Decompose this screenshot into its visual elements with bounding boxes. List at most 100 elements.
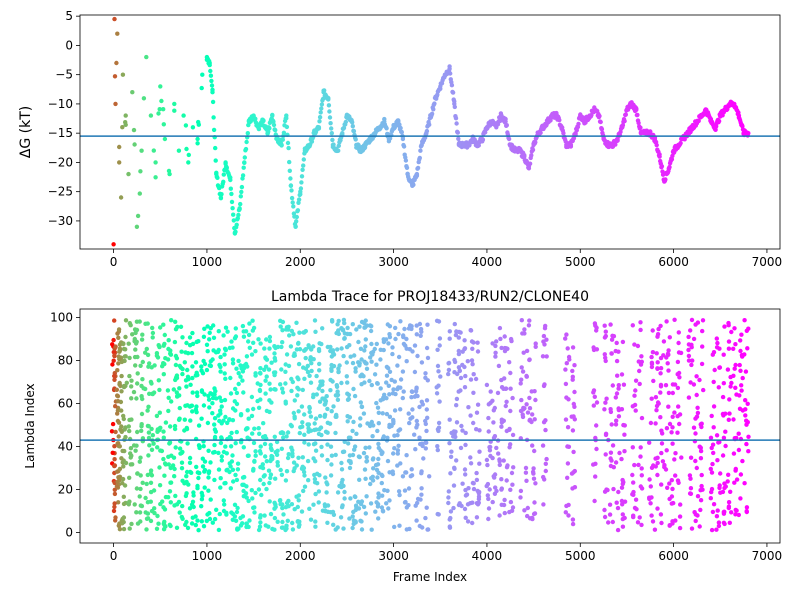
delta-g-point	[157, 107, 162, 112]
delta-g-point	[504, 123, 509, 128]
lambda-point	[172, 474, 177, 479]
lambda-point	[316, 347, 322, 352]
lambda-point	[424, 345, 430, 351]
delta-g-point	[654, 142, 659, 148]
lambda-point	[676, 330, 681, 335]
lambda-point	[176, 499, 182, 505]
lambda-point	[361, 450, 367, 456]
lambda-point	[267, 409, 272, 415]
lambda-point	[720, 411, 726, 417]
lambda-point	[738, 338, 743, 343]
lambda-point	[146, 435, 152, 441]
lambda-point	[348, 459, 353, 464]
lambda-point	[620, 516, 625, 522]
lambda-point	[252, 510, 257, 515]
lambda-point	[420, 402, 425, 407]
lambda-point	[135, 471, 140, 476]
lambda-point	[180, 335, 185, 340]
lambda-panel: 0 1000 2000 3000 4000 5000 6000 7000 0204060801…	[23, 289, 782, 584]
lambda-point	[647, 477, 652, 482]
lambda-point	[387, 498, 392, 503]
lambda-point	[453, 429, 458, 434]
delta-g-point	[414, 171, 420, 177]
lambda-point	[216, 329, 221, 334]
lambda-point	[487, 487, 492, 492]
lambda-point	[499, 477, 504, 482]
lambda-point	[456, 365, 462, 370]
lambda-point	[369, 324, 374, 329]
delta-g-point	[659, 164, 665, 169]
lambda-point	[300, 424, 305, 429]
lambda-point	[435, 427, 441, 432]
lambda-point	[738, 472, 744, 477]
lambda-point	[358, 346, 364, 351]
lambda-point	[264, 337, 269, 342]
lambda-point	[351, 419, 356, 425]
lambda-point	[199, 364, 204, 369]
lambda-point	[291, 468, 296, 474]
lambda-point	[283, 478, 289, 483]
lambda-point	[256, 426, 261, 431]
lambda-point	[115, 418, 121, 424]
lambda-point	[639, 522, 644, 528]
lambda-point	[390, 351, 395, 357]
lambda-point	[435, 363, 441, 369]
x-tick-label: 3000	[378, 549, 409, 563]
lambda-point	[737, 393, 742, 398]
lambda-point	[723, 443, 728, 449]
delta-g-point	[531, 142, 536, 148]
lambda-point	[672, 457, 677, 462]
delta-g-point	[576, 121, 581, 127]
lambda-point	[498, 336, 503, 342]
lambda-point	[392, 408, 398, 413]
lambda-point	[655, 460, 660, 466]
lambda-point	[462, 338, 467, 343]
lambda-point	[161, 361, 166, 366]
lambda-point	[475, 502, 481, 507]
lambda-point	[460, 481, 465, 486]
lambda-point	[523, 465, 529, 471]
lambda-point	[344, 374, 349, 379]
lambda-point	[673, 473, 678, 478]
lambda-point	[285, 455, 291, 461]
delta-g-point	[210, 99, 216, 105]
lambda-point	[302, 484, 308, 489]
lambda-point	[333, 452, 338, 458]
lambda-point	[369, 527, 374, 532]
lambda-point	[266, 367, 272, 372]
delta-g-point	[448, 71, 453, 76]
lambda-point	[727, 397, 732, 402]
lambda-point	[744, 505, 750, 510]
lambda-point	[137, 459, 142, 464]
lambda-point	[519, 318, 524, 323]
delta-g-point	[587, 113, 592, 118]
lambda-point	[716, 520, 722, 525]
lambda-point	[363, 445, 368, 450]
lambda-point	[673, 451, 678, 456]
lambda-point	[603, 355, 608, 360]
lambda-point	[666, 368, 671, 373]
lambda-point	[126, 341, 131, 346]
lambda-point	[471, 372, 476, 377]
lambda-point	[133, 363, 138, 368]
lambda-point	[279, 446, 284, 451]
lambda-point	[541, 333, 547, 339]
lambda-point	[331, 512, 337, 517]
lambda-point	[199, 504, 204, 509]
lambda-point	[344, 360, 349, 365]
lambda-point	[594, 400, 600, 405]
lambda-point	[297, 347, 303, 352]
lambda-point	[193, 522, 198, 528]
lambda-point	[235, 461, 241, 466]
lambda-point	[150, 335, 155, 340]
lambda-point	[410, 349, 415, 354]
lambda-point	[419, 360, 425, 365]
lambda-point	[221, 498, 226, 503]
lambda-point	[384, 396, 389, 401]
lambda-point	[185, 374, 191, 379]
delta-g-point	[228, 177, 233, 183]
lambda-point	[322, 397, 328, 403]
delta-g-point	[230, 206, 235, 211]
lambda-point	[119, 359, 125, 365]
lambda-point	[404, 470, 409, 475]
